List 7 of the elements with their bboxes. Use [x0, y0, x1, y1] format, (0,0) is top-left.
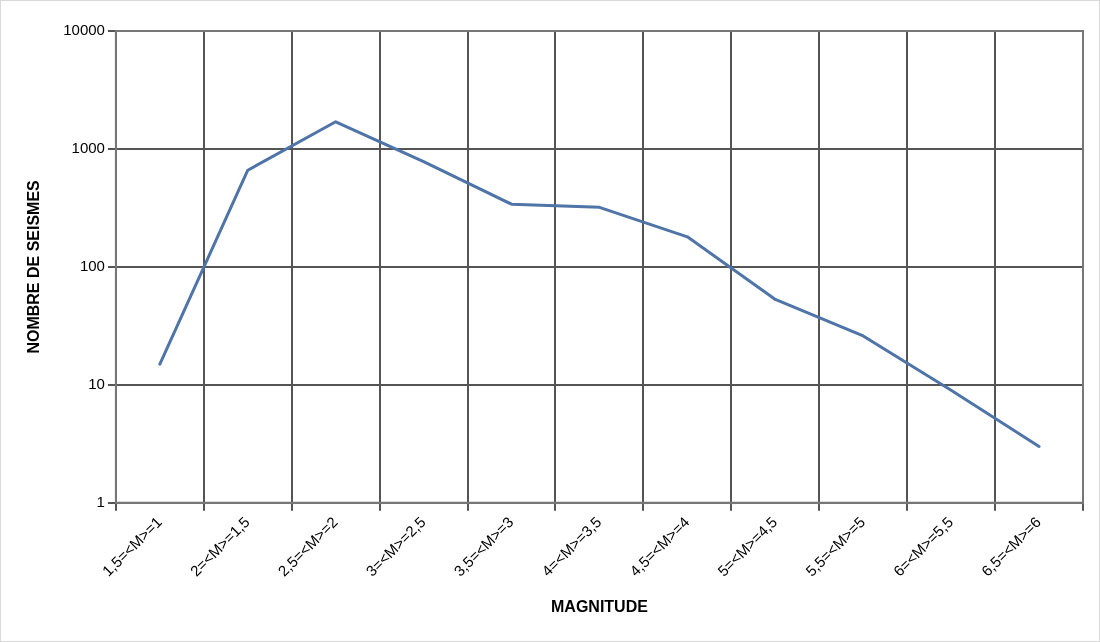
- y-tick-label: 1000: [71, 139, 105, 157]
- y-tick-label: 100: [79, 257, 105, 275]
- y-tick-label: 10000: [63, 21, 105, 39]
- y-tick-label: 10: [88, 375, 105, 392]
- y-axis-title: NOMBRE DE SEISMES: [25, 179, 43, 354]
- x-axis-title: MAGNITUDE: [551, 597, 649, 615]
- y-tick-label: 1: [96, 492, 105, 510]
